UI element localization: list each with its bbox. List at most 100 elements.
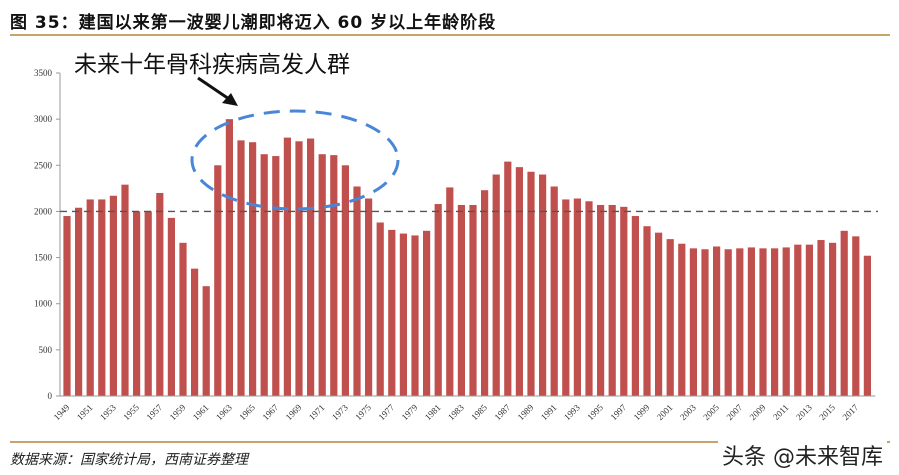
x-tick-label: 1975 — [353, 402, 373, 422]
y-tick-label: 1000 — [34, 299, 53, 309]
bar-1985 — [481, 190, 489, 396]
title-divider — [10, 34, 890, 36]
y-tick-label: 0 — [48, 391, 53, 401]
x-tick-label: 2009 — [748, 402, 768, 422]
x-tick-label: 1951 — [75, 402, 95, 422]
x-tick-label: 2011 — [771, 402, 791, 422]
bar-1963 — [225, 119, 233, 397]
x-tick-label: 2017 — [840, 402, 860, 422]
x-tick-label: 1981 — [423, 402, 443, 422]
annotation-arrow — [197, 76, 233, 103]
bar-1989 — [527, 171, 535, 396]
y-tick-label: 2000 — [34, 206, 53, 216]
bar-2014 — [817, 240, 825, 396]
bar-1970 — [307, 138, 315, 396]
bar-2012 — [794, 244, 802, 396]
x-tick-label: 1985 — [469, 402, 489, 422]
bar-2010 — [771, 248, 779, 396]
x-tick-label: 1949 — [52, 402, 72, 422]
bar-2016 — [840, 230, 848, 396]
bar-1959 — [179, 242, 187, 396]
bar-1982 — [446, 187, 454, 396]
bar-1994 — [585, 201, 593, 396]
x-tick-label: 1997 — [608, 402, 628, 422]
bar-1961 — [202, 286, 210, 396]
data-source: 数据来源：国家统计局，西南证券整理 — [10, 452, 248, 468]
x-tick-label: 2015 — [817, 402, 837, 422]
arrow-head-icon — [222, 93, 238, 106]
x-tick-label: 1991 — [539, 402, 559, 422]
bar-1999 — [643, 226, 651, 396]
bar-2004 — [701, 249, 709, 396]
x-tick-label: 1953 — [98, 402, 118, 422]
bar-1972 — [330, 155, 338, 396]
bar-1979 — [411, 235, 419, 396]
bar-2017 — [852, 236, 860, 396]
bar-2001 — [666, 239, 674, 396]
bar-1951 — [86, 199, 94, 396]
bar-2000 — [655, 232, 663, 396]
watermark: 头条 @未来智库 — [718, 439, 887, 471]
x-tick-label: 2005 — [701, 402, 721, 422]
bar-1998 — [631, 216, 639, 396]
x-tick-label: 1965 — [237, 402, 257, 422]
bar-1955 — [133, 211, 141, 396]
bar-2013 — [805, 244, 813, 396]
bar-1976 — [376, 222, 384, 396]
bar-1967 — [272, 156, 280, 396]
bar-1974 — [353, 186, 361, 396]
x-tick-label: 1963 — [214, 402, 234, 422]
bar-1968 — [283, 137, 291, 396]
bar-2005 — [713, 246, 721, 396]
bar-1973 — [341, 165, 349, 396]
bar-1964 — [237, 140, 245, 396]
y-tick-label: 500 — [39, 345, 53, 355]
bar-1991 — [550, 186, 558, 396]
bar-1996 — [608, 204, 616, 396]
bar-1969 — [295, 141, 303, 396]
bar-1992 — [562, 199, 570, 396]
x-tick-label: 1995 — [585, 402, 605, 422]
y-axis: 0 500 1000 1500 2000 2500 3000 3500 — [34, 68, 61, 401]
bar-1956 — [144, 211, 152, 396]
bar-1965 — [249, 142, 257, 396]
bar-1987 — [504, 161, 512, 396]
figure-title: 图 35：建国以来第一波婴儿潮即将迈入 60 岁以上年龄阶段 — [10, 13, 497, 33]
annotation-text: 未来十年骨科疾病高发人群 — [74, 52, 350, 78]
bar-1950 — [75, 207, 83, 396]
x-tick-label: 1959 — [168, 402, 188, 422]
bar-1983 — [457, 204, 465, 396]
x-tick-label: 1999 — [632, 402, 652, 422]
bars — [63, 119, 871, 397]
x-tick-label: 1969 — [284, 402, 304, 422]
x-tick-label: 1971 — [307, 402, 327, 422]
bar-1953 — [109, 195, 117, 396]
bar-1997 — [620, 206, 628, 396]
bar-1962 — [214, 165, 222, 396]
x-tick-label: 1955 — [121, 402, 141, 422]
bar-2008 — [747, 247, 755, 396]
bar-2003 — [689, 248, 697, 396]
bar-1954 — [121, 184, 129, 396]
bar-2009 — [759, 248, 767, 396]
x-tick-label: 1989 — [516, 402, 536, 422]
x-tick-label: 1987 — [492, 402, 512, 422]
x-tick-label: 2001 — [655, 402, 675, 422]
y-tick-label: 1500 — [34, 253, 53, 263]
bar-2011 — [782, 247, 790, 396]
x-tick-label: 1977 — [376, 402, 396, 422]
x-tick-label: 2003 — [678, 402, 698, 422]
x-tick-label: 2007 — [724, 402, 744, 422]
bar-1981 — [434, 204, 442, 396]
bar-1990 — [539, 174, 547, 396]
bar-2002 — [678, 243, 686, 396]
bar-1971 — [318, 154, 326, 396]
bar-1966 — [260, 154, 268, 396]
footer-divider — [10, 441, 890, 443]
y-tick-label: 3000 — [34, 114, 53, 124]
x-tick-label: 1983 — [446, 402, 466, 422]
bar-2018 — [863, 255, 871, 396]
bar-2015 — [829, 242, 837, 396]
bar-1949 — [63, 216, 71, 396]
bar-1986 — [492, 174, 500, 396]
